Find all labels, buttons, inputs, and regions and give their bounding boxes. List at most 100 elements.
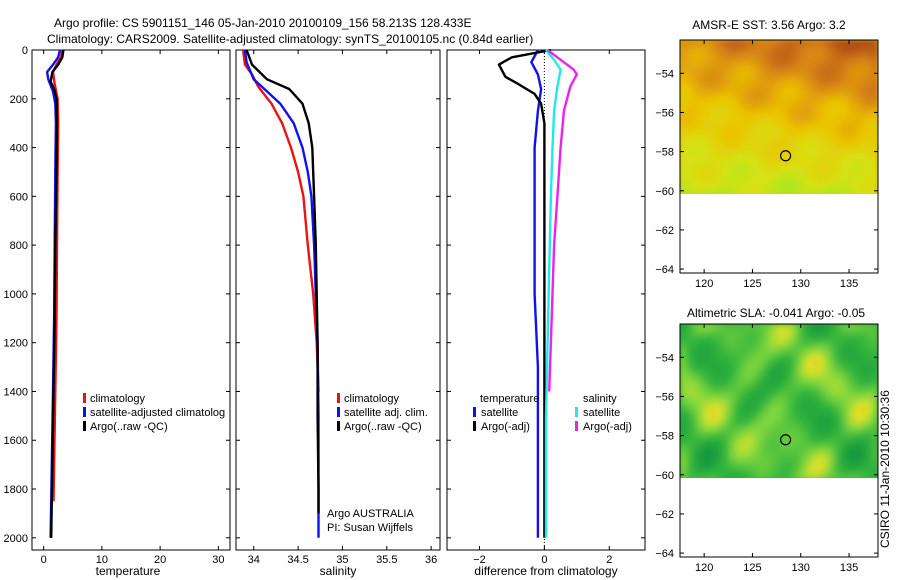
sla-cell (764, 354, 770, 360)
sla-cell (818, 438, 824, 444)
sla-cell (830, 348, 836, 354)
sst-cell (680, 106, 686, 112)
sla-cell (764, 366, 770, 372)
sla-cell (770, 384, 776, 390)
sla-cell (812, 426, 818, 432)
sst-cell (752, 160, 758, 166)
sst-cell (752, 76, 758, 82)
sst-cell (872, 94, 878, 100)
sst-cell (758, 124, 764, 130)
sla-cell (800, 408, 806, 414)
sla-cell (758, 384, 764, 390)
sla-cell (692, 438, 698, 444)
sla-cell (698, 372, 704, 378)
sla-cell (806, 336, 812, 342)
depth-tick-label: 1600 (4, 435, 28, 447)
sla-cell (794, 354, 800, 360)
sla-cell (740, 396, 746, 402)
sla-cell (872, 438, 878, 444)
sla-cell (854, 330, 860, 336)
sla-cell (740, 408, 746, 414)
sla-cell (716, 390, 722, 396)
sst-cell (866, 40, 872, 46)
sst-cell (680, 142, 686, 148)
sst-cell (836, 40, 842, 46)
sst-cell (716, 154, 722, 160)
sla-cell (848, 330, 854, 336)
sst-cell (836, 88, 842, 94)
sla-cell (776, 468, 782, 474)
sla-cell (716, 402, 722, 408)
sst-cell (716, 172, 722, 178)
map-x-tick-label: 120 (695, 562, 713, 574)
sst-cell (812, 148, 818, 154)
sla-cell (746, 384, 752, 390)
sla-cell (866, 420, 872, 426)
sla-cell (872, 360, 878, 366)
legend-swatch-sal-argo (575, 421, 578, 431)
sst-cell (818, 70, 824, 76)
sst-cell (764, 100, 770, 106)
sla-cell (752, 360, 758, 366)
sst-cell (788, 112, 794, 118)
sst-cell (686, 178, 692, 184)
sst-cell (758, 88, 764, 94)
sst-cell (836, 166, 842, 172)
sst-cell (716, 58, 722, 64)
sla-cell (740, 372, 746, 378)
sla-cell (824, 366, 830, 372)
sst-cell (842, 130, 848, 136)
sst-cell (740, 130, 746, 136)
sst-cell (728, 112, 734, 118)
sst-cell (806, 100, 812, 106)
sst-cell (752, 190, 758, 194)
sla-cell (800, 396, 806, 402)
sla-cell (752, 378, 758, 384)
sst-cell (848, 46, 854, 52)
sla-cell (686, 402, 692, 408)
sst-cell (782, 88, 788, 94)
sla-cell (830, 408, 836, 414)
sst-cell (866, 52, 872, 58)
sla-cell (716, 408, 722, 414)
sla-cell (686, 366, 692, 372)
sst-cell (818, 94, 824, 100)
sla-cell (776, 432, 782, 438)
sla-cell (752, 330, 758, 336)
sla-cell (854, 402, 860, 408)
sla-cell (872, 456, 878, 462)
sst-cell (692, 106, 698, 112)
sst-cell (836, 178, 842, 184)
sst-cell (680, 124, 686, 130)
sla-cell (836, 438, 842, 444)
sla-cell (746, 372, 752, 378)
map-x-tick-label: 125 (743, 562, 761, 574)
sla-cell (764, 456, 770, 462)
sla-cell (854, 408, 860, 414)
sst-cell (680, 64, 686, 70)
legend-swatch-sal-satellite (575, 407, 578, 417)
sst-cell (728, 154, 734, 160)
sst-cell (830, 64, 836, 70)
sla-cell (794, 402, 800, 408)
sst-cell (734, 190, 740, 194)
sst-cell (836, 190, 842, 194)
sst-cell (752, 58, 758, 64)
sla-cell (836, 366, 842, 372)
sst-cell (752, 64, 758, 70)
sst-cell (740, 106, 746, 112)
sst-cell (734, 52, 740, 58)
sla-cell (794, 420, 800, 426)
sst-cell (710, 136, 716, 142)
sla-cell (686, 348, 692, 354)
sst-cell (680, 100, 686, 106)
sst-cell (698, 40, 704, 46)
sst-cell (848, 118, 854, 124)
sla-cell (752, 348, 758, 354)
sla-cell (686, 414, 692, 420)
sla-cell (734, 450, 740, 456)
sst-cell (860, 178, 866, 184)
sla-cell (680, 450, 686, 456)
sla-cell (770, 450, 776, 456)
sst-cell (764, 178, 770, 184)
